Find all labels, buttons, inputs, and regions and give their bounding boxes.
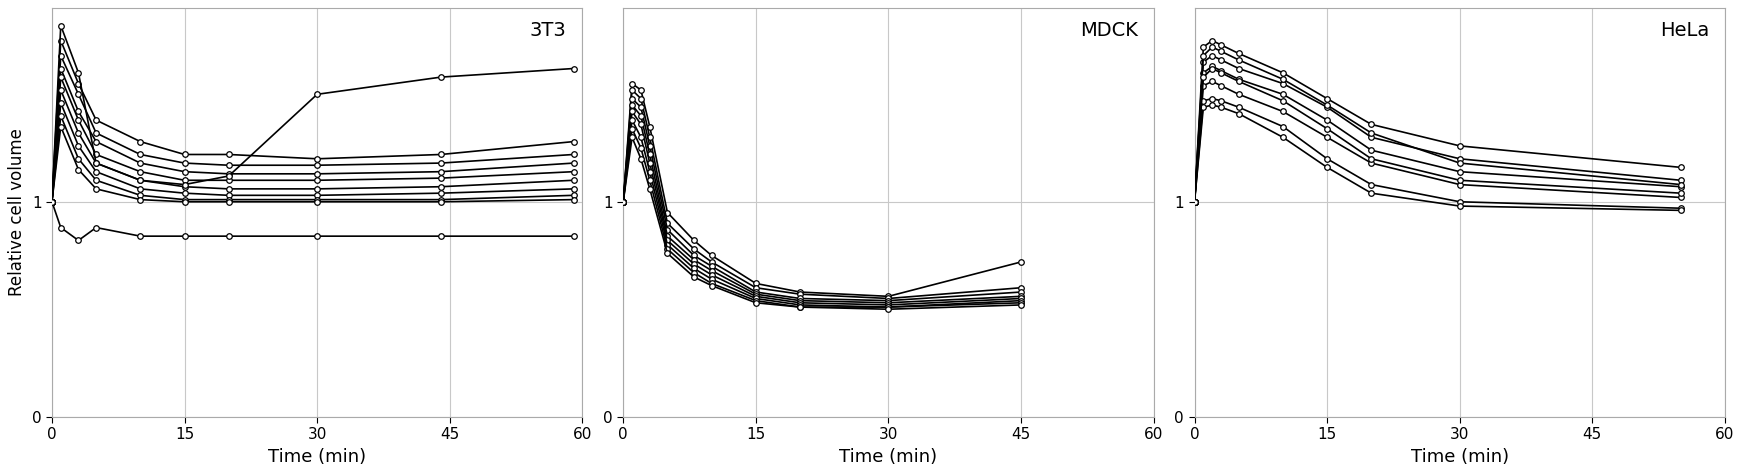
Text: 3T3: 3T3: [530, 20, 566, 40]
Text: MDCK: MDCK: [1081, 20, 1138, 40]
X-axis label: Time (min): Time (min): [840, 447, 938, 465]
Y-axis label: Relative cell volume: Relative cell volume: [9, 128, 26, 296]
X-axis label: Time (min): Time (min): [1410, 447, 1509, 465]
Text: HeLa: HeLa: [1659, 20, 1710, 40]
X-axis label: Time (min): Time (min): [268, 447, 366, 465]
